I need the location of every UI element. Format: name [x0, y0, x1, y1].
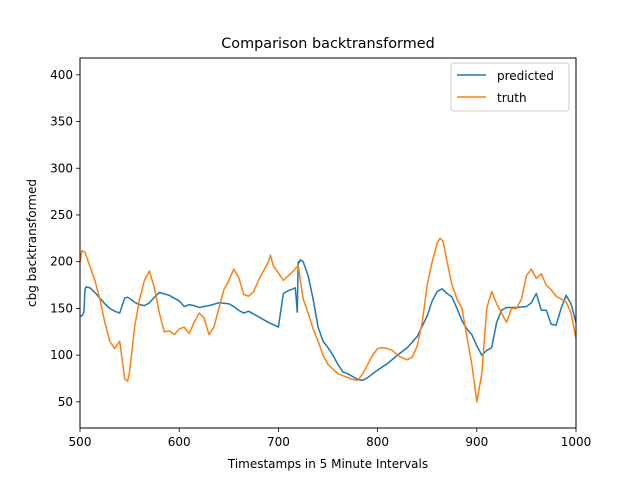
x-tick-label: 500 [69, 435, 92, 449]
plot-area [79, 57, 577, 429]
y-tick-label: 350 [50, 115, 73, 129]
x-axis-label: Timestamps in 5 Minute Intervals [227, 457, 428, 471]
series-line-truth [80, 237, 576, 403]
y-tick-label: 400 [50, 68, 73, 82]
legend: predicted truth [450, 62, 570, 112]
y-tick-label: 300 [50, 161, 73, 175]
y-tick-label: 150 [50, 301, 73, 315]
legend-label-truth: truth [497, 91, 527, 105]
y-axis: 50 100 150 200 250 300 350 400 [50, 68, 80, 409]
y-tick-label: 250 [50, 208, 73, 222]
y-tick-label: 200 [50, 255, 73, 269]
x-tick-label: 700 [267, 435, 290, 449]
legend-label-predicted: predicted [497, 69, 554, 83]
y-axis-label: cbg backtransformed [25, 179, 39, 307]
x-tick-label: 800 [366, 435, 389, 449]
series-layer [80, 237, 576, 403]
plot-frame [79, 57, 577, 429]
x-tick-label: 1000 [561, 435, 592, 449]
x-axis: 500 600 700 800 900 1000 [69, 428, 592, 449]
chart-title: Comparison backtransformed [221, 36, 434, 52]
x-tick-label: 900 [465, 435, 488, 449]
x-tick-label: 600 [168, 435, 191, 449]
y-tick-label: 50 [58, 395, 73, 409]
y-tick-label: 100 [50, 348, 73, 362]
